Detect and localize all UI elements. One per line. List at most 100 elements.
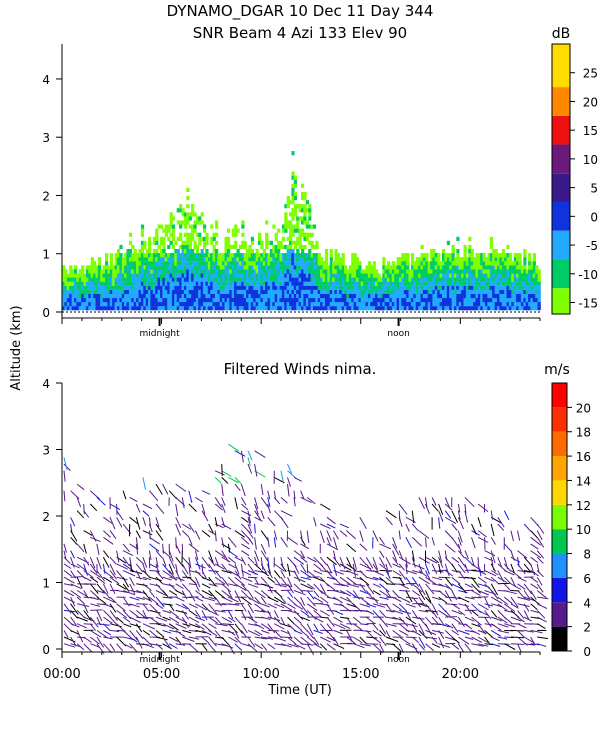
wind-vector — [122, 576, 130, 588]
snr-cell — [255, 293, 259, 299]
snr-cell — [432, 297, 436, 303]
snr-cell — [384, 289, 388, 294]
snr-cell — [346, 306, 350, 311]
snr-cell — [183, 293, 188, 299]
snr-cell — [272, 302, 276, 307]
snr-cell — [332, 273, 336, 278]
snr-cell — [143, 297, 147, 303]
wind-vector — [135, 623, 143, 633]
wind-vector — [510, 616, 522, 622]
snr-cell — [193, 261, 197, 266]
snr-cell — [470, 285, 474, 290]
wind-vector — [247, 517, 251, 527]
snr-cell — [138, 306, 142, 311]
snr-cell — [124, 273, 128, 278]
snr-cell — [128, 293, 133, 299]
snr-cell — [535, 273, 539, 278]
snr-cell — [128, 257, 133, 262]
snr-cell — [372, 273, 376, 278]
wind-vector — [306, 570, 315, 577]
snr-cell — [160, 285, 164, 290]
snr-cell — [365, 269, 369, 274]
snr-cell — [401, 273, 405, 278]
wind-vector — [503, 596, 513, 605]
snr-cell — [449, 306, 453, 311]
snr-cell — [308, 224, 312, 229]
wind-vector — [195, 590, 205, 598]
snr-cell — [140, 228, 145, 233]
snr-cell — [396, 285, 400, 290]
snr-cell — [126, 273, 130, 278]
snr-cell — [164, 269, 168, 274]
snr-cell — [128, 302, 133, 307]
snr-cell — [291, 240, 295, 245]
snr-cell — [121, 297, 125, 303]
wind-vector — [195, 603, 207, 611]
snr-cell — [489, 306, 493, 311]
snr-cell — [274, 261, 278, 266]
snr-cell — [382, 285, 386, 290]
snr-cell — [367, 285, 372, 290]
snr-cell — [88, 273, 92, 278]
wind-vector — [142, 616, 154, 619]
snr-cell — [410, 281, 415, 286]
snr-cell — [485, 306, 489, 311]
snr-cell — [121, 277, 125, 282]
snr-cell — [176, 257, 180, 262]
snr-cell — [358, 261, 362, 266]
snr-cell — [418, 297, 422, 303]
snr-cell — [473, 265, 477, 270]
snr-cell — [284, 281, 288, 286]
wind-vector — [214, 590, 226, 600]
snr-cell — [291, 175, 295, 180]
wind-vector — [320, 596, 329, 604]
snr-cell — [430, 289, 434, 294]
snr-cell — [203, 273, 207, 278]
snr-cell — [501, 265, 505, 270]
wind-vector — [175, 563, 178, 573]
snr-cell — [231, 261, 235, 266]
winds-colorbar-tick-label: 10 — [576, 523, 591, 537]
snr-cell — [377, 277, 381, 282]
wind-vector — [517, 616, 525, 623]
snr-cell — [525, 269, 529, 274]
snr-cell — [171, 273, 176, 278]
snr-cell — [289, 212, 293, 217]
wind-vector — [76, 543, 85, 553]
wind-vector — [517, 590, 526, 600]
snr-cell — [162, 236, 166, 241]
snr-cell — [85, 285, 90, 290]
wind-vector — [267, 497, 271, 507]
snr-cell — [403, 269, 407, 274]
wind-vector — [372, 576, 384, 581]
snr-cell — [152, 236, 156, 241]
snr-cell — [157, 281, 161, 286]
wind-vector — [385, 510, 397, 519]
snr-cell — [234, 232, 238, 237]
snr-x-ticks — [61, 318, 541, 324]
wind-vector — [320, 503, 331, 511]
snr-cell — [241, 302, 245, 307]
wind-vector — [306, 636, 318, 646]
wind-vector — [445, 616, 458, 618]
snr-cell — [298, 281, 302, 286]
snr-cell — [403, 265, 407, 270]
wind-vector — [280, 596, 287, 604]
wind-vector — [300, 530, 303, 543]
wind-vector — [392, 629, 401, 637]
snr-cell — [508, 277, 513, 282]
wind-vector — [339, 570, 350, 573]
snr-cell — [305, 232, 309, 237]
wind-vector — [208, 629, 218, 637]
wind-vector — [372, 557, 379, 570]
snr-cell — [408, 306, 412, 311]
snr-cell — [74, 302, 78, 307]
snr-cell — [269, 289, 274, 294]
snr-cell — [212, 269, 216, 274]
snr-cell — [121, 273, 125, 278]
wind-vector — [116, 563, 128, 570]
snr-cell — [513, 297, 517, 303]
snr-cell — [258, 281, 262, 286]
snr-cell — [492, 261, 496, 266]
snr-cell — [430, 285, 434, 290]
